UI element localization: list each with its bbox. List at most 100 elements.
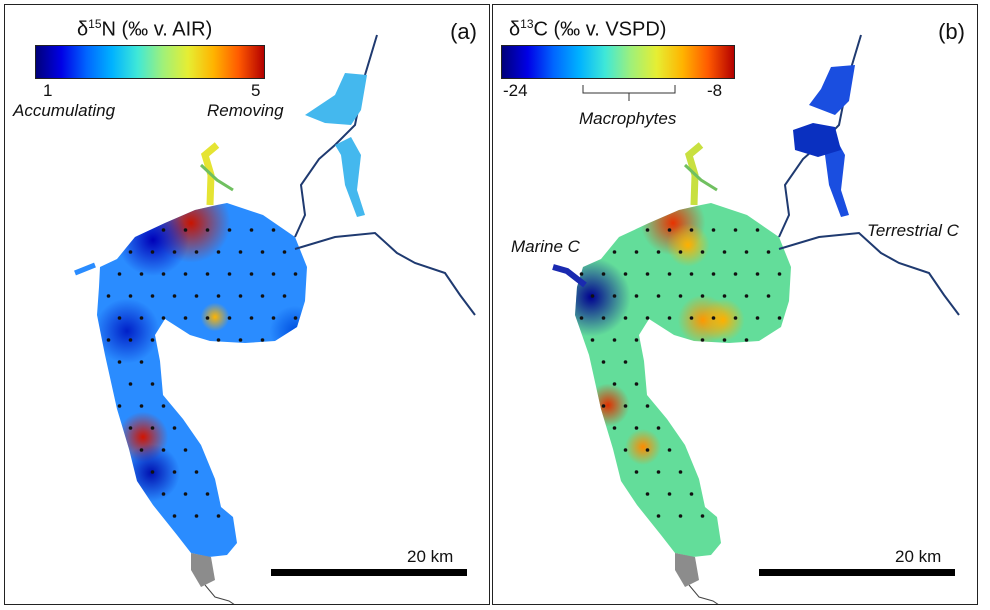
sampling-site-dot	[678, 250, 683, 254]
sampling-site-dot	[733, 272, 738, 276]
sampling-site-dot	[678, 470, 683, 474]
sampling-site-dot	[183, 228, 188, 232]
sampling-site-dot	[711, 272, 716, 276]
sampling-site-dot	[194, 514, 199, 518]
sampling-site-dot	[645, 404, 650, 408]
scalebar-b-label: 20 km	[895, 547, 942, 566]
sampling-site-dot	[744, 250, 749, 254]
hotspot	[97, 298, 160, 364]
sampling-site-dot	[249, 228, 254, 232]
sampling-site-dot	[260, 338, 265, 342]
sampling-site-dot	[744, 294, 749, 298]
sampling-site-dot	[183, 448, 188, 452]
sampling-site-dot	[612, 250, 617, 254]
legend-a-colorbar	[35, 45, 265, 79]
sampling-site-dot	[579, 272, 584, 276]
sampling-site-dot	[194, 294, 199, 298]
legend-b-max: -8	[707, 81, 723, 100]
sampling-site-dot	[128, 338, 133, 342]
scalebar-a-label: 20 km	[407, 547, 454, 566]
scalebar-a	[271, 569, 467, 576]
sampling-site-dot	[117, 404, 122, 408]
hotspot	[586, 383, 630, 427]
sampling-site-dot	[172, 514, 177, 518]
river-b-east-channel	[819, 137, 849, 217]
legend-a-min: 1	[43, 81, 53, 100]
sampling-site-dot	[271, 272, 276, 276]
sampling-site-dot	[227, 272, 232, 276]
sampling-site-dot	[128, 382, 133, 386]
sampling-site-dot	[623, 404, 628, 408]
sampling-site-dot	[260, 250, 265, 254]
sampling-site-dot	[227, 228, 232, 232]
sampling-site-dot	[238, 294, 243, 298]
legend-b-min: -24	[503, 81, 528, 100]
sampling-site-dot	[777, 272, 782, 276]
panel-a-map: (a) δ15N (‰ v. AIR) 1 5 Accumulating Rem…	[4, 4, 490, 605]
sampling-site-dot	[733, 316, 738, 320]
sampling-site-dot	[293, 272, 298, 276]
sampling-site-dot	[139, 316, 144, 320]
sampling-site-dot	[711, 228, 716, 232]
sampling-site-dot	[150, 470, 155, 474]
sampling-site-dot	[689, 272, 694, 276]
land-a-mouth	[191, 553, 215, 587]
sampling-site-dot	[623, 448, 628, 452]
sampling-site-dot	[656, 470, 661, 474]
sampling-site-dot	[205, 316, 210, 320]
hotspot	[269, 305, 307, 357]
sampling-site-dot	[205, 272, 210, 276]
sampling-site-dot	[612, 338, 617, 342]
sampling-site-dot	[260, 294, 265, 298]
river-a-east-channel	[335, 137, 365, 217]
sampling-site-dot	[150, 382, 155, 386]
sampling-site-dot	[689, 316, 694, 320]
sampling-site-dot	[271, 228, 276, 232]
river-b-southeast	[778, 231, 960, 316]
river-b-branches	[683, 163, 718, 192]
sampling-site-dot	[689, 492, 694, 496]
sampling-site-dot	[128, 426, 133, 430]
sampling-site-dot	[106, 338, 111, 342]
legend-b-colorbar	[501, 45, 735, 79]
hotspot	[701, 298, 745, 342]
sampling-site-dot	[601, 404, 606, 408]
sampling-site-dot	[623, 272, 628, 276]
sampling-site-dot	[216, 514, 221, 518]
sampling-site-dot	[249, 272, 254, 276]
sampling-site-dot	[161, 228, 166, 232]
sampling-site-dot	[139, 360, 144, 364]
sampling-site-dot	[766, 294, 771, 298]
sampling-site-dot	[205, 492, 210, 496]
sampling-site-dot	[172, 294, 177, 298]
river-a-east-upper	[305, 73, 367, 125]
hotspot	[666, 223, 710, 267]
hotspot	[117, 204, 189, 276]
river-a-southeast	[294, 231, 476, 316]
sampling-site-dot	[634, 426, 639, 430]
hotspot	[122, 444, 180, 502]
land-b-mouth	[675, 553, 699, 587]
legend-a-max: 5	[251, 81, 261, 100]
sampling-site-dot	[623, 316, 628, 320]
sampling-site-dot	[733, 228, 738, 232]
sampling-site-dot	[744, 338, 749, 342]
sampling-site-dot	[634, 250, 639, 254]
sampling-site-dot	[612, 294, 617, 298]
sampling-site-dot	[755, 272, 760, 276]
sampling-site-dot	[667, 272, 672, 276]
sampling-site-dot	[678, 514, 683, 518]
sampling-site-dot	[227, 316, 232, 320]
hotspot	[200, 302, 230, 332]
sampling-site-dot	[722, 250, 727, 254]
river-b-east-pool	[793, 123, 841, 157]
sampling-site-dot	[645, 492, 650, 496]
sampling-site-dot	[117, 272, 122, 276]
sampling-site-dot	[139, 404, 144, 408]
sampling-site-dot	[667, 316, 672, 320]
sampling-site-dot	[722, 338, 727, 342]
sampling-site-dot	[139, 272, 144, 276]
river-b-north	[684, 142, 704, 206]
note-terrestrial-c: Terrestrial C	[867, 221, 959, 240]
sampling-site-dot	[634, 470, 639, 474]
